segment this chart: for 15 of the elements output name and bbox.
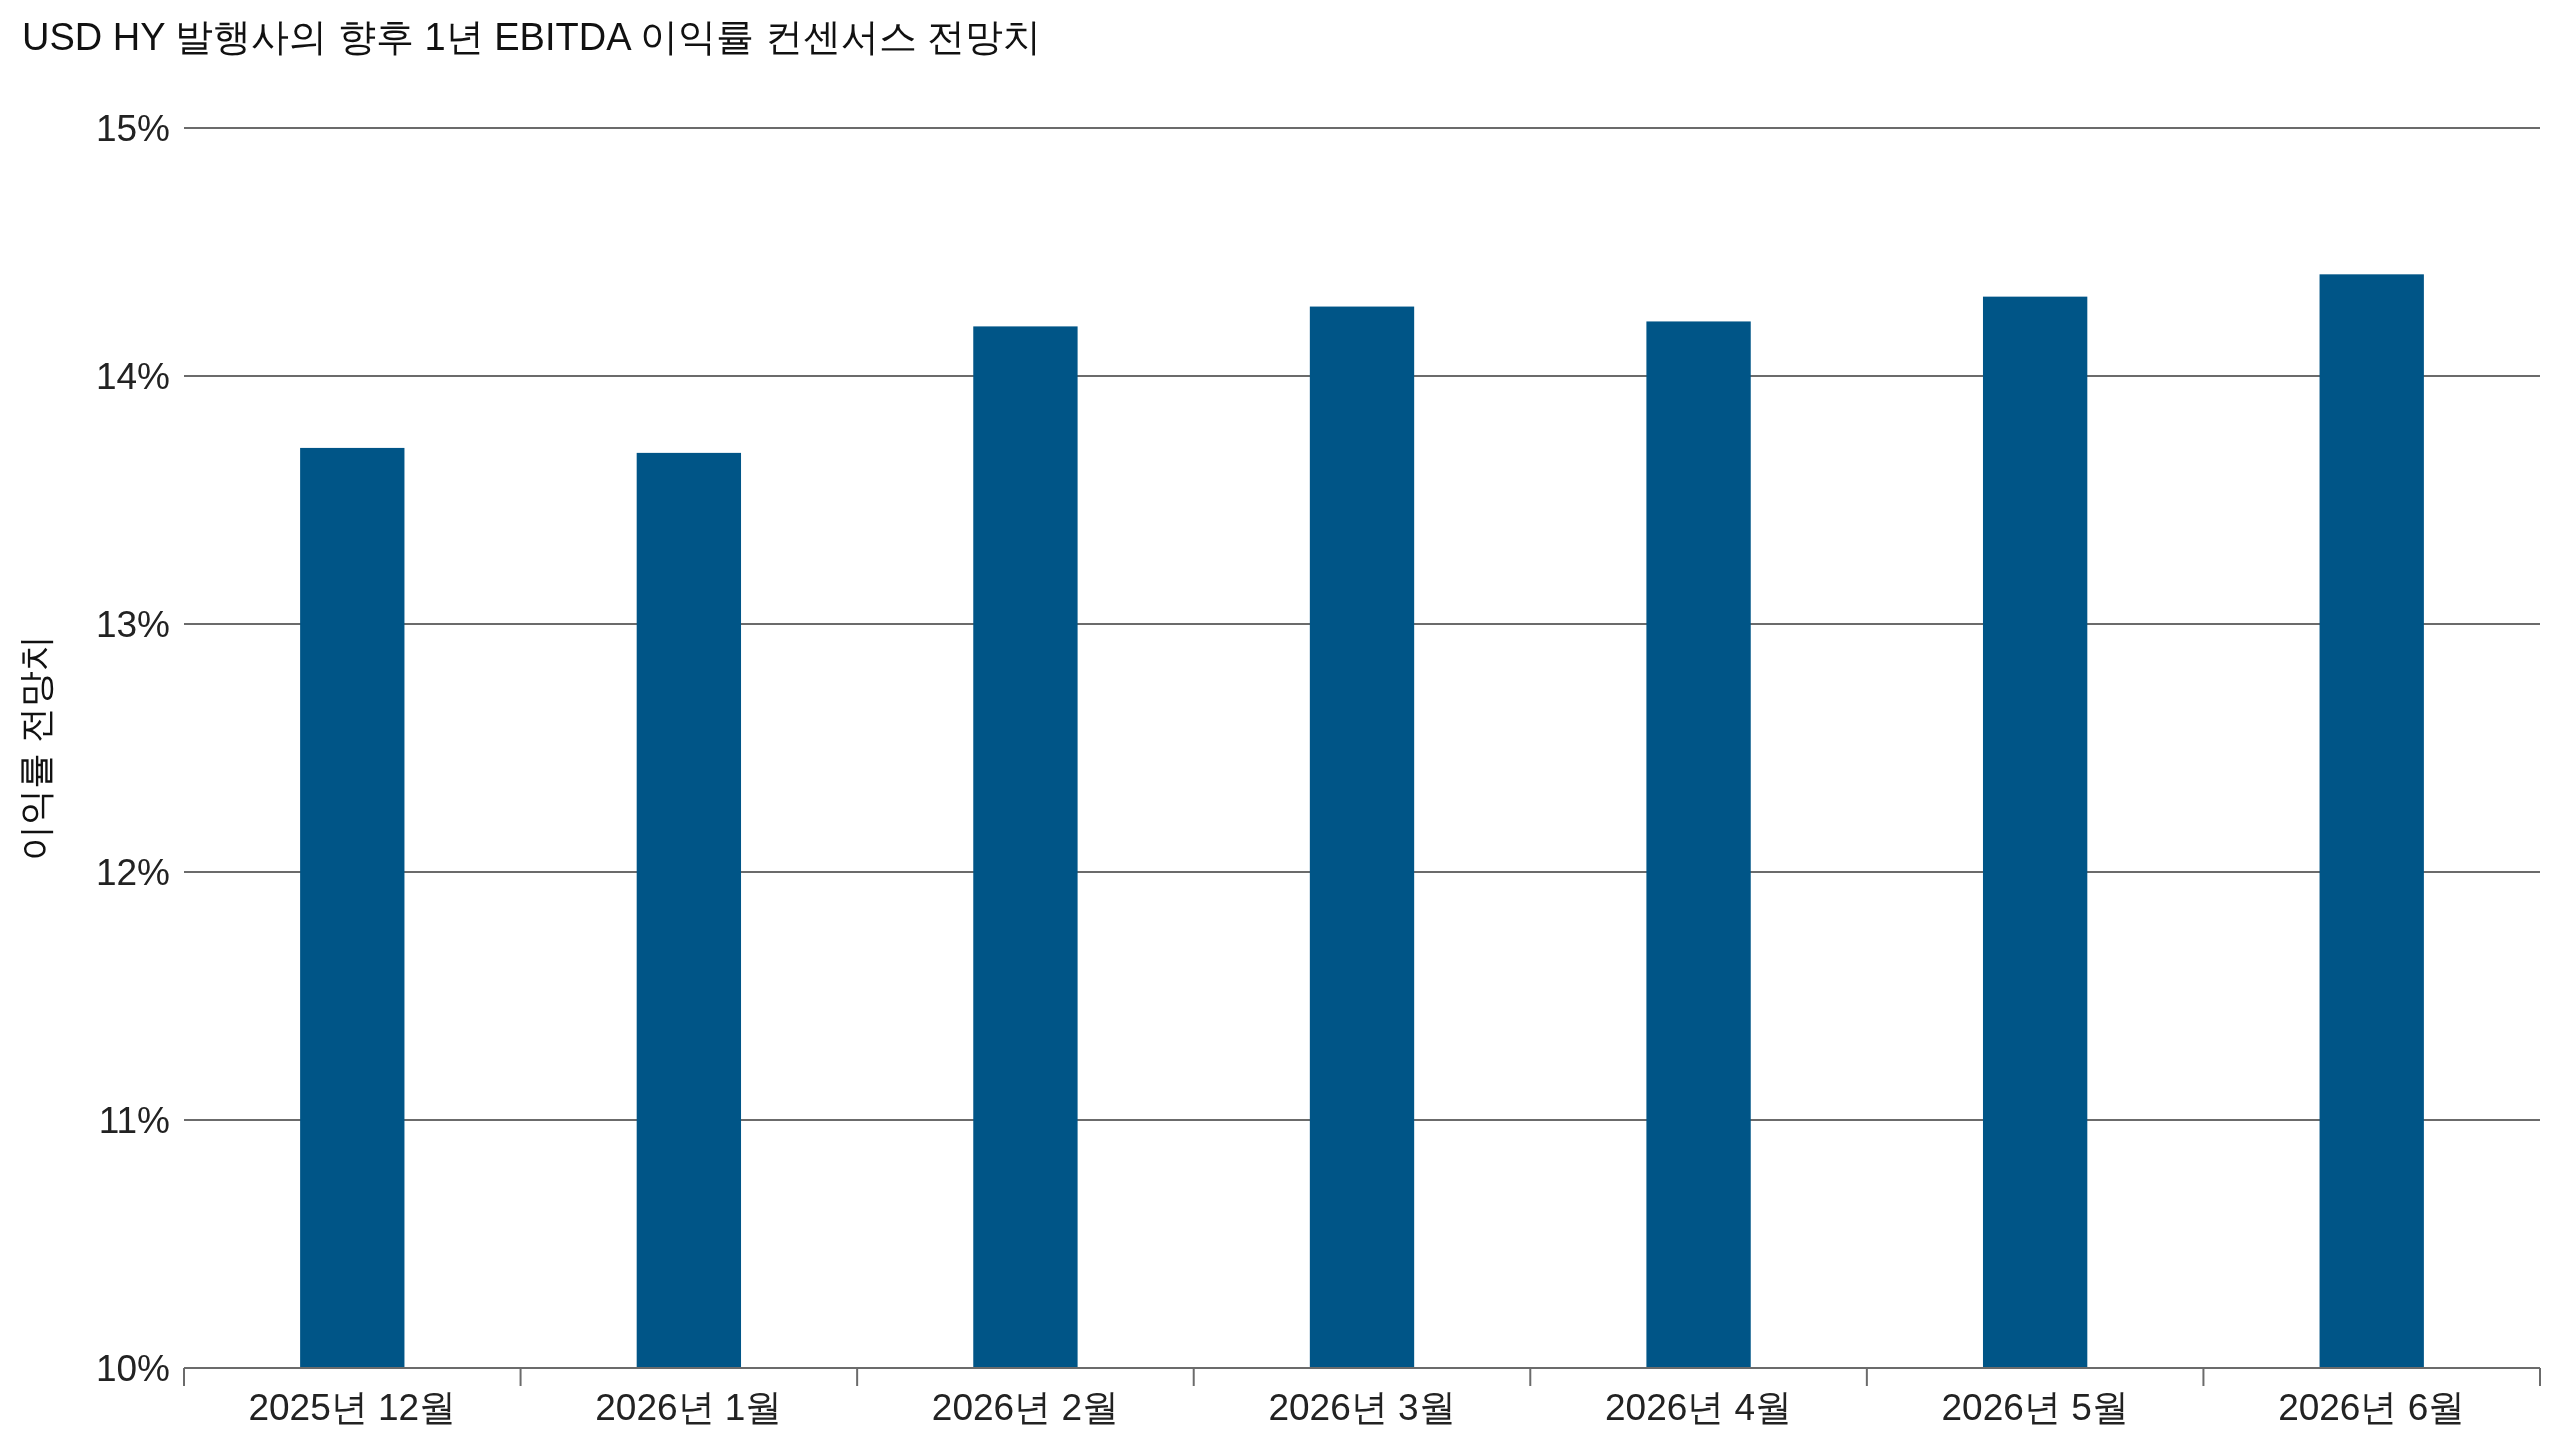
x-tick-label: 2026년 6월 — [2278, 1387, 2466, 1428]
x-tick-label: 2026년 3월 — [1268, 1387, 1456, 1428]
x-tick-label: 2026년 4월 — [1604, 1387, 1793, 1428]
y-tick-label: 15% — [95, 108, 170, 149]
y-axis-title: 이익률 전망치 — [15, 634, 56, 862]
y-tick-label: 10% — [95, 1348, 170, 1389]
y-tick-label: 14% — [95, 356, 170, 397]
x-tick-label: 2026년 2월 — [931, 1387, 1120, 1428]
x-tick-label: 2026년 1월 — [595, 1387, 783, 1428]
y-tick-label: 12% — [95, 852, 170, 893]
y-tick-label: 11% — [98, 1100, 170, 1141]
chart-title: USD HY 발행사의 향후 1년 EBITDA 이익률 컨센서스 전망치 — [22, 16, 1042, 58]
y-tick-label: 13% — [95, 604, 170, 645]
x-tick-label: 2025년 12월 — [248, 1387, 457, 1428]
x-tick-label: 2026년 5월 — [1941, 1387, 2129, 1428]
